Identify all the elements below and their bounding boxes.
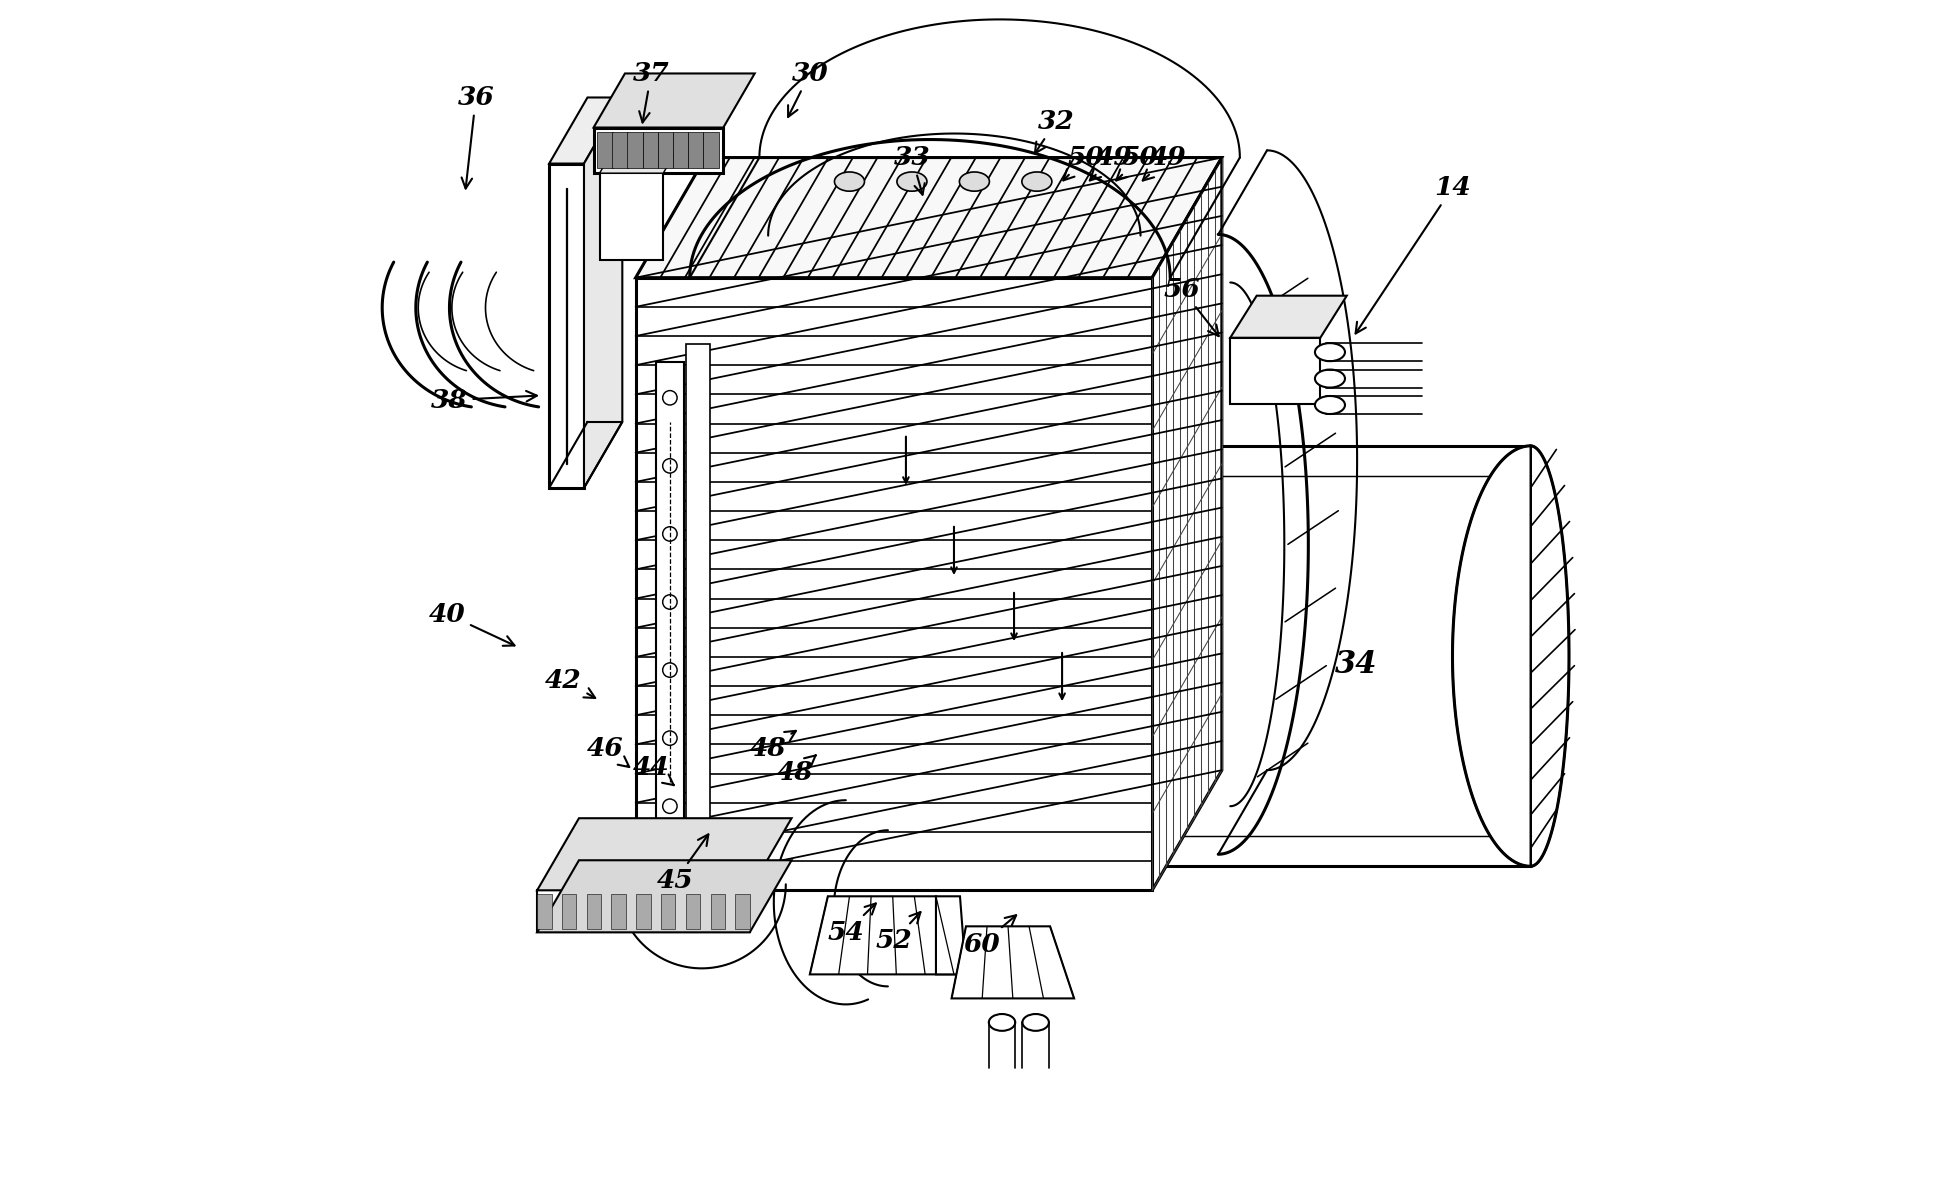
- Bar: [586, 893, 600, 928]
- Text: 38: 38: [430, 388, 536, 413]
- Circle shape: [663, 526, 676, 541]
- Text: 34: 34: [1335, 649, 1376, 680]
- Text: 50: 50: [1064, 144, 1105, 181]
- Text: 46: 46: [586, 736, 630, 767]
- Circle shape: [663, 731, 676, 745]
- Text: 54: 54: [827, 903, 876, 945]
- Polygon shape: [635, 158, 1222, 278]
- Circle shape: [663, 663, 676, 678]
- Polygon shape: [1453, 445, 1529, 866]
- Polygon shape: [585, 98, 622, 488]
- Bar: [661, 893, 674, 928]
- Polygon shape: [655, 361, 684, 843]
- Ellipse shape: [1314, 396, 1345, 414]
- Text: 48: 48: [749, 731, 796, 761]
- Ellipse shape: [897, 172, 927, 191]
- Polygon shape: [1230, 338, 1320, 403]
- Circle shape: [663, 459, 676, 473]
- Bar: [686, 893, 700, 928]
- Circle shape: [663, 799, 676, 814]
- Polygon shape: [809, 896, 954, 974]
- Polygon shape: [686, 343, 710, 861]
- Text: 49: 49: [1089, 144, 1132, 181]
- Text: 49: 49: [1142, 144, 1185, 181]
- Bar: [628, 132, 643, 169]
- Bar: [688, 132, 704, 169]
- Bar: [673, 132, 688, 169]
- Bar: [612, 893, 626, 928]
- Ellipse shape: [1314, 343, 1345, 361]
- Polygon shape: [538, 819, 792, 890]
- Bar: [710, 893, 725, 928]
- Polygon shape: [1230, 296, 1347, 338]
- Text: 37: 37: [633, 61, 669, 123]
- Ellipse shape: [835, 172, 864, 191]
- Ellipse shape: [958, 172, 989, 191]
- Bar: [596, 132, 612, 169]
- Bar: [735, 893, 749, 928]
- Text: 52: 52: [876, 913, 921, 954]
- Polygon shape: [549, 98, 622, 164]
- Bar: [641, 132, 657, 169]
- Polygon shape: [538, 890, 749, 932]
- Bar: [657, 132, 673, 169]
- Text: 30: 30: [788, 61, 827, 117]
- Text: 42: 42: [545, 667, 594, 698]
- Text: 36: 36: [457, 85, 495, 189]
- Polygon shape: [592, 128, 723, 173]
- Ellipse shape: [989, 1014, 1015, 1031]
- Polygon shape: [1151, 158, 1222, 890]
- Text: 56: 56: [1163, 277, 1218, 336]
- Polygon shape: [592, 73, 755, 128]
- Polygon shape: [1529, 445, 1568, 866]
- Text: 40: 40: [428, 602, 514, 645]
- Ellipse shape: [1021, 172, 1052, 191]
- Polygon shape: [1122, 445, 1529, 866]
- Bar: [561, 893, 577, 928]
- Polygon shape: [936, 896, 966, 974]
- Bar: [612, 132, 628, 169]
- Polygon shape: [600, 152, 676, 173]
- Ellipse shape: [1022, 1014, 1048, 1031]
- Circle shape: [663, 595, 676, 609]
- Text: 60: 60: [962, 915, 1015, 957]
- Text: 32: 32: [1034, 110, 1073, 153]
- Bar: [635, 893, 651, 928]
- Polygon shape: [549, 164, 585, 488]
- Text: 33: 33: [893, 144, 931, 195]
- Polygon shape: [600, 173, 663, 260]
- Text: 45: 45: [657, 834, 708, 893]
- Bar: [538, 893, 551, 928]
- Circle shape: [663, 390, 676, 405]
- Ellipse shape: [1314, 370, 1345, 388]
- Bar: [702, 132, 717, 169]
- Text: 14: 14: [1355, 175, 1470, 334]
- Polygon shape: [950, 926, 1073, 998]
- Polygon shape: [635, 278, 1151, 890]
- Text: 48: 48: [776, 755, 815, 785]
- Text: 50: 50: [1116, 144, 1157, 181]
- Text: 44: 44: [633, 755, 674, 785]
- Polygon shape: [538, 861, 792, 932]
